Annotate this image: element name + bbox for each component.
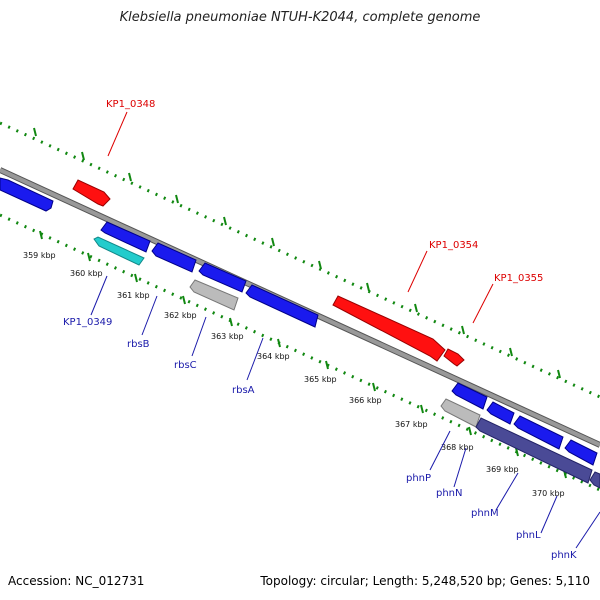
gene-arrow-partial[interactable] xyxy=(0,177,54,212)
gene-label[interactable]: phnP xyxy=(406,473,431,484)
gene-label[interactable]: KP1_0354 xyxy=(429,240,478,251)
gene-arrow-phnl[interactable] xyxy=(564,439,598,466)
gene-arrow-navy[interactable] xyxy=(475,417,593,484)
accession-text: Accession: NC_012731 xyxy=(8,574,145,588)
upper-leader-lines xyxy=(107,111,494,324)
gene-arrow-kp1-0354[interactable] xyxy=(332,295,446,362)
ruler-label: 364 kbp xyxy=(257,352,290,361)
ruler-label: 369 kbp xyxy=(486,465,519,474)
gene-label[interactable]: rbsA xyxy=(232,385,255,396)
ruler-label: 361 kbp xyxy=(117,291,150,300)
ruler-label: 359 kbp xyxy=(23,251,56,260)
gene-label[interactable]: rbsB xyxy=(127,339,150,350)
forward-strand-genes xyxy=(72,179,465,367)
outer-tick-track xyxy=(0,121,600,399)
lower-gene-labels: KP1_0349 rbsB rbsC rbsA phnP phnN phnM p… xyxy=(63,317,577,561)
inner-major-ticks xyxy=(39,230,567,479)
lower-leader-lines xyxy=(90,275,600,549)
gene-label[interactable]: KP1_0349 xyxy=(63,317,112,328)
reverse-strand-genes xyxy=(0,177,600,489)
outer-major-ticks xyxy=(33,127,561,379)
gene-arrow-gray-1[interactable] xyxy=(189,279,239,311)
ruler-label: 367 kbp xyxy=(395,420,428,429)
gene-arrow-kp1-0348[interactable] xyxy=(72,179,111,207)
page-title: Klebsiella pneumoniae NTUH-K2044, comple… xyxy=(119,10,481,25)
gene-label[interactable]: phnM xyxy=(471,508,499,519)
gene-label[interactable]: phnL xyxy=(516,530,541,541)
gene-label[interactable]: KP1_0348 xyxy=(106,99,155,110)
gene-label[interactable]: phnN xyxy=(436,488,463,499)
gene-arrow-phnn[interactable] xyxy=(486,401,515,425)
ruler-label: 362 kbp xyxy=(164,311,197,320)
ruler-label: 370 kbp xyxy=(532,489,565,498)
gene-label[interactable]: KP1_0355 xyxy=(494,273,543,284)
gene-label[interactable]: phnK xyxy=(551,550,577,561)
ruler-label: 363 kbp xyxy=(211,332,244,341)
gene-arrow-gray-2[interactable] xyxy=(440,398,481,428)
ruler-labels: 359 kbp 360 kbp 361 kbp 362 kbp 363 kbp … xyxy=(23,251,565,498)
gene-arrow-phnp[interactable] xyxy=(451,382,488,410)
upper-gene-labels: KP1_0348 KP1_0354 KP1_0355 xyxy=(106,99,543,284)
gene-arrow-rbsc[interactable] xyxy=(198,262,247,293)
gene-label[interactable]: rbsC xyxy=(174,360,197,371)
ruler-label: 368 kbp xyxy=(441,443,474,452)
gene-arrow-phnk[interactable] xyxy=(589,471,600,489)
gene-arrow-kp1-0349[interactable] xyxy=(93,236,145,266)
ruler-label: 365 kbp xyxy=(304,375,337,384)
gene-arrow-phnm[interactable] xyxy=(513,415,564,450)
gene-arrow-blue-1[interactable] xyxy=(100,221,151,253)
topology-text: Topology: circular; Length: 5,248,520 bp… xyxy=(260,574,590,588)
gene-arrow-rbsa[interactable] xyxy=(245,284,319,328)
gene-arrow-rbsb[interactable] xyxy=(151,242,197,273)
ruler-label: 366 kbp xyxy=(349,396,382,405)
ruler-label: 360 kbp xyxy=(70,269,103,278)
gene-arrow-kp1-0355[interactable] xyxy=(443,348,465,367)
inner-tick-track xyxy=(0,213,600,492)
